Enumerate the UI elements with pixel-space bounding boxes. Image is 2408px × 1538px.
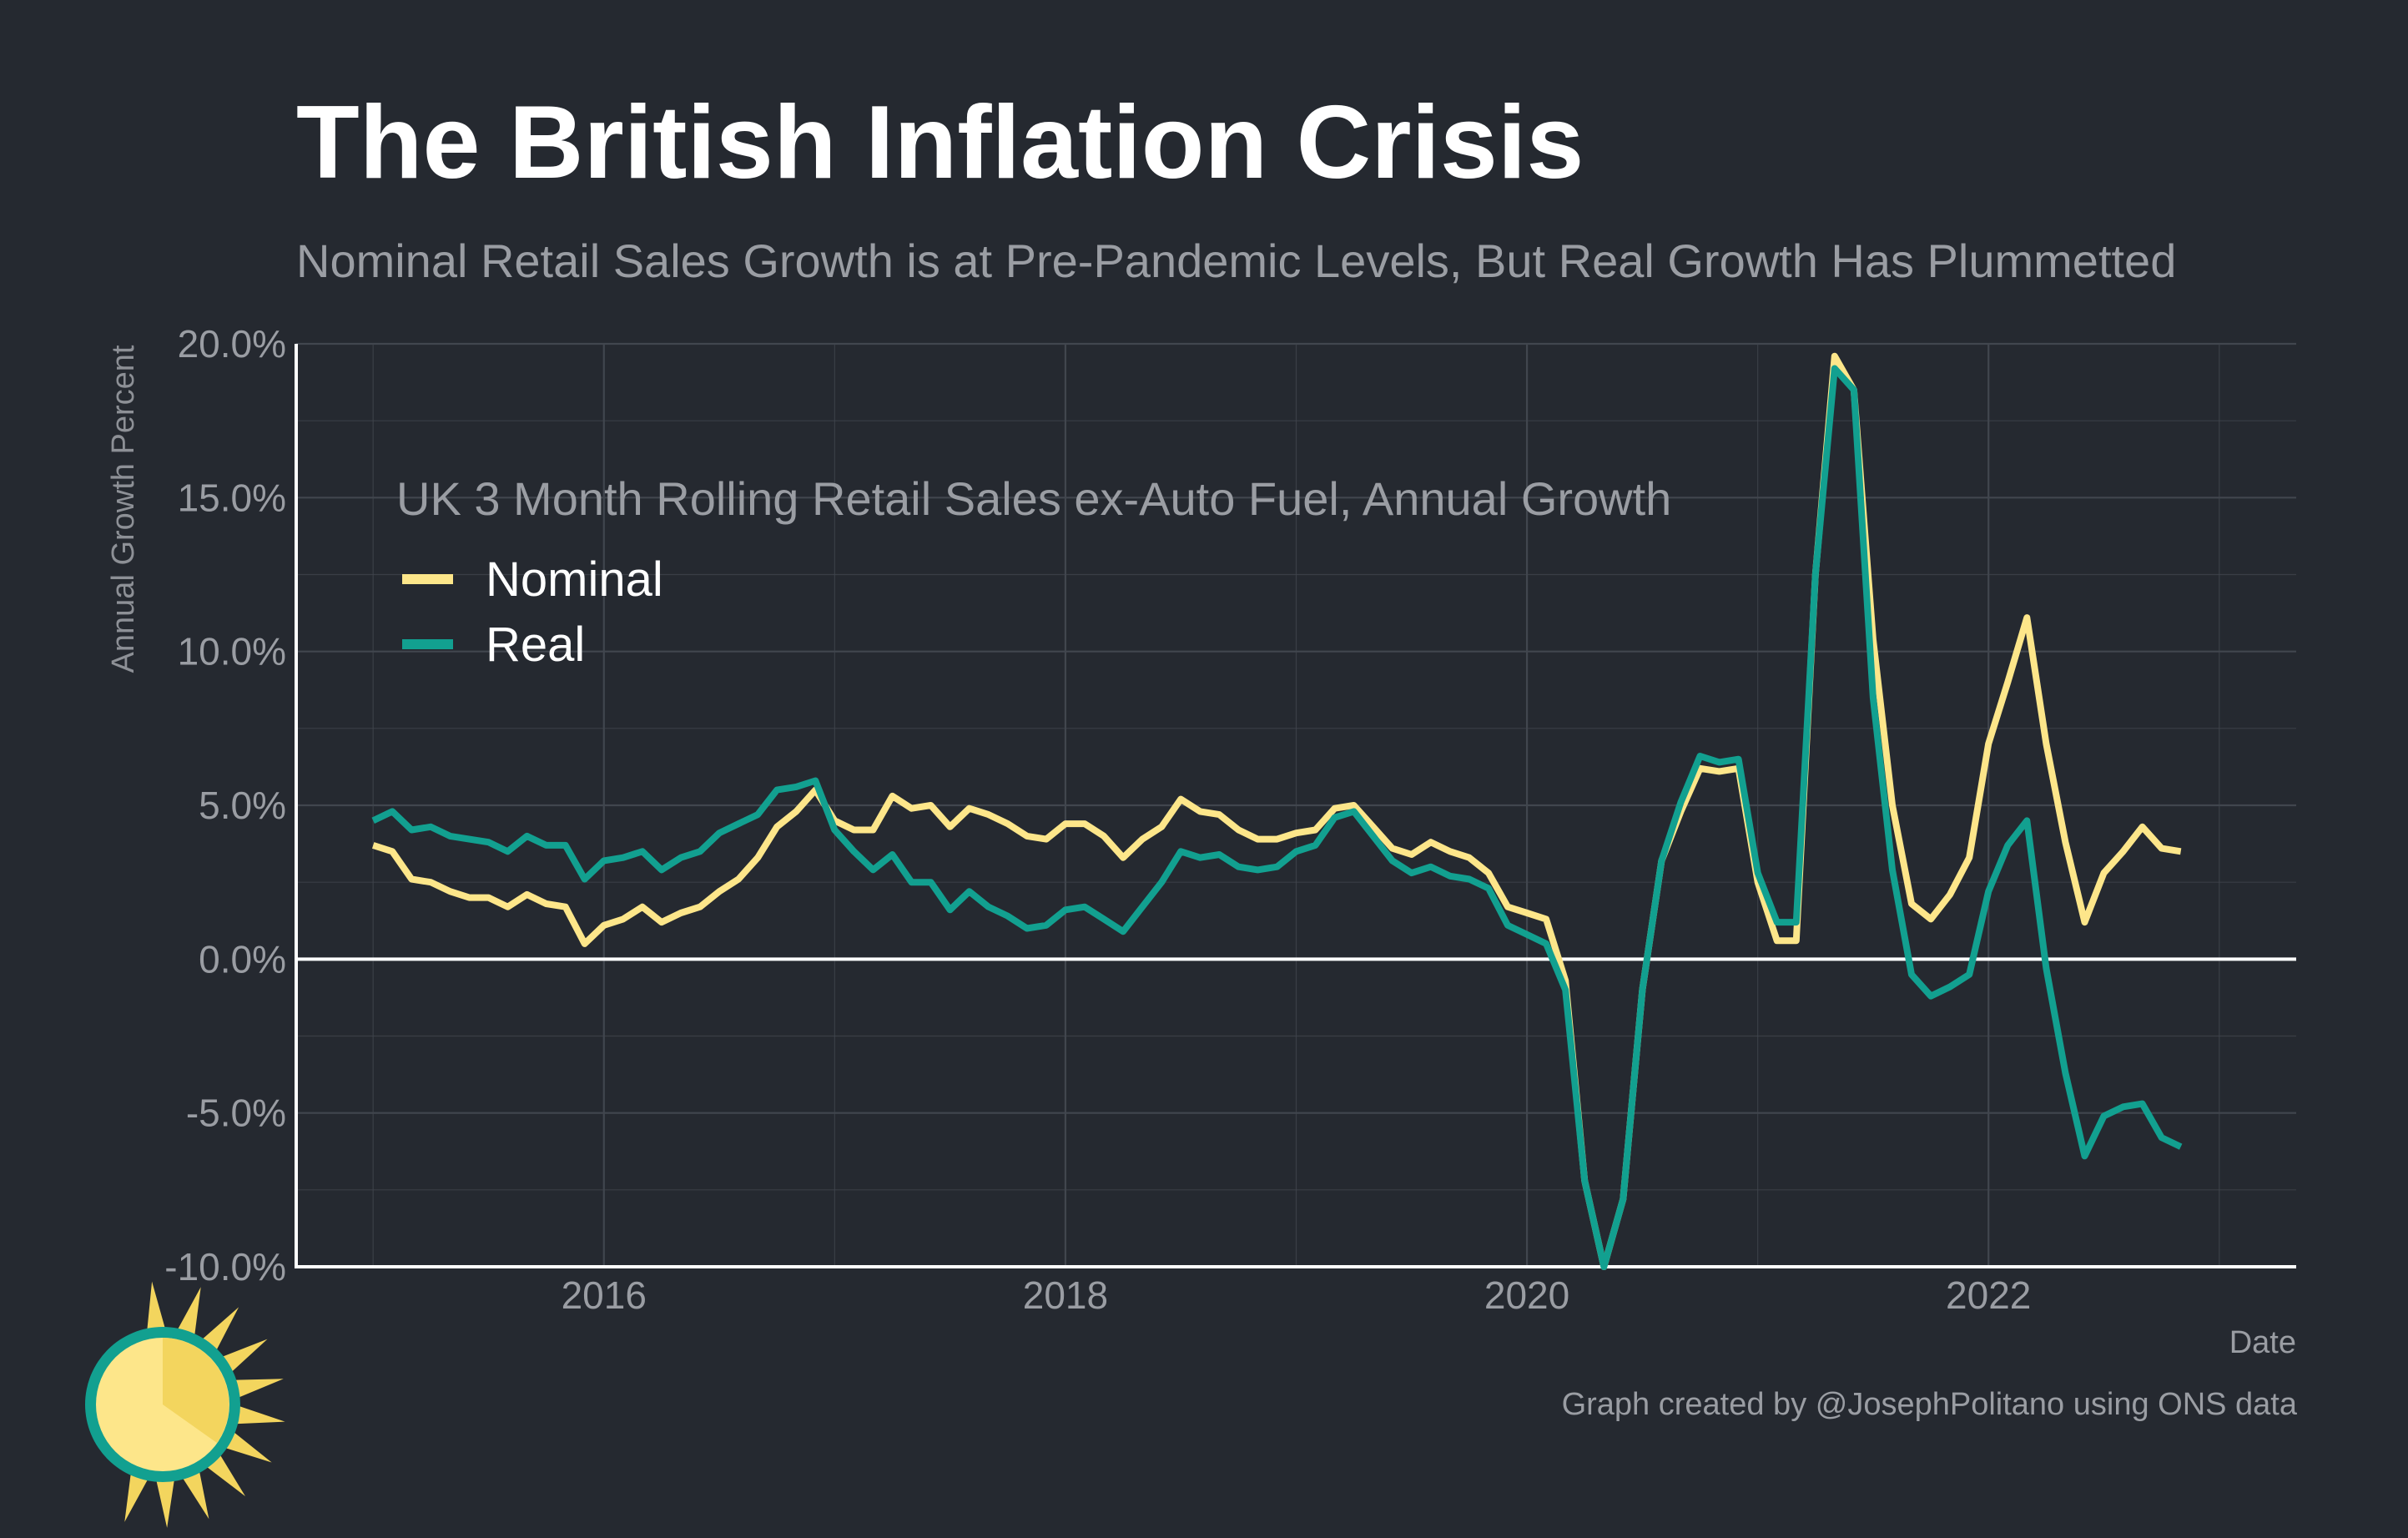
y-tick-labels: -10.0% -5.0% 0.0% 5.0% 10.0% 15.0% 20.0% <box>164 322 286 1288</box>
x-tick-label: 2020 <box>1484 1273 1569 1317</box>
y-tick-label: 10.0% <box>178 630 286 673</box>
sun-ray <box>181 1468 209 1520</box>
sun-ray <box>232 1379 284 1399</box>
y-axis-label: Annual Growth Percent <box>106 345 141 673</box>
y-tick-label: -10.0% <box>164 1245 286 1288</box>
sun-ray <box>124 1470 149 1522</box>
y-tick-label: 20.0% <box>178 322 286 366</box>
chart-title: The British Inflation Crisis <box>296 85 1584 200</box>
x-tick-label: 2022 <box>1946 1273 2031 1317</box>
legend-title: UK 3 Month Rolling Retail Sales ex-Auto … <box>396 472 1671 525</box>
legend: UK 3 Month Rolling Retail Sales ex-Auto … <box>396 472 1671 672</box>
legend-label-real: Real <box>486 618 585 672</box>
grid-lines <box>296 342 2296 1268</box>
sun-ray <box>176 1287 201 1339</box>
sun-logo-icon <box>85 1281 285 1528</box>
sun-ray <box>199 1307 239 1354</box>
sun-ray <box>147 1281 166 1334</box>
sun-ray <box>204 1452 245 1496</box>
y-tick-label: 5.0% <box>199 784 286 827</box>
y-tick-label: 15.0% <box>178 476 286 519</box>
series-line-nominal <box>371 352 2182 1270</box>
source-caption: Graph created by @JosephPolitano using O… <box>1561 1387 2297 1422</box>
series-line-real <box>371 365 2183 1270</box>
x-axis-label: Date <box>2229 1325 2296 1360</box>
sun-ray <box>222 1430 272 1463</box>
sun-ray <box>233 1404 285 1425</box>
y-tick-label: -5.0% <box>186 1092 286 1135</box>
y-tick-label: 0.0% <box>199 937 286 981</box>
x-tick-labels: 2016 2018 2020 2022 <box>562 1273 2032 1317</box>
chart-subtitle: Nominal Retail Sales Growth is at Pre-Pa… <box>296 234 2177 287</box>
axes <box>295 344 2296 1268</box>
series-lines <box>371 352 2183 1270</box>
legend-label-nominal: Nominal <box>486 552 663 607</box>
x-tick-label: 2016 <box>562 1273 647 1317</box>
sun-ray <box>155 1476 175 1528</box>
x-tick-label: 2018 <box>1023 1273 1108 1317</box>
sun-ray <box>219 1339 268 1374</box>
